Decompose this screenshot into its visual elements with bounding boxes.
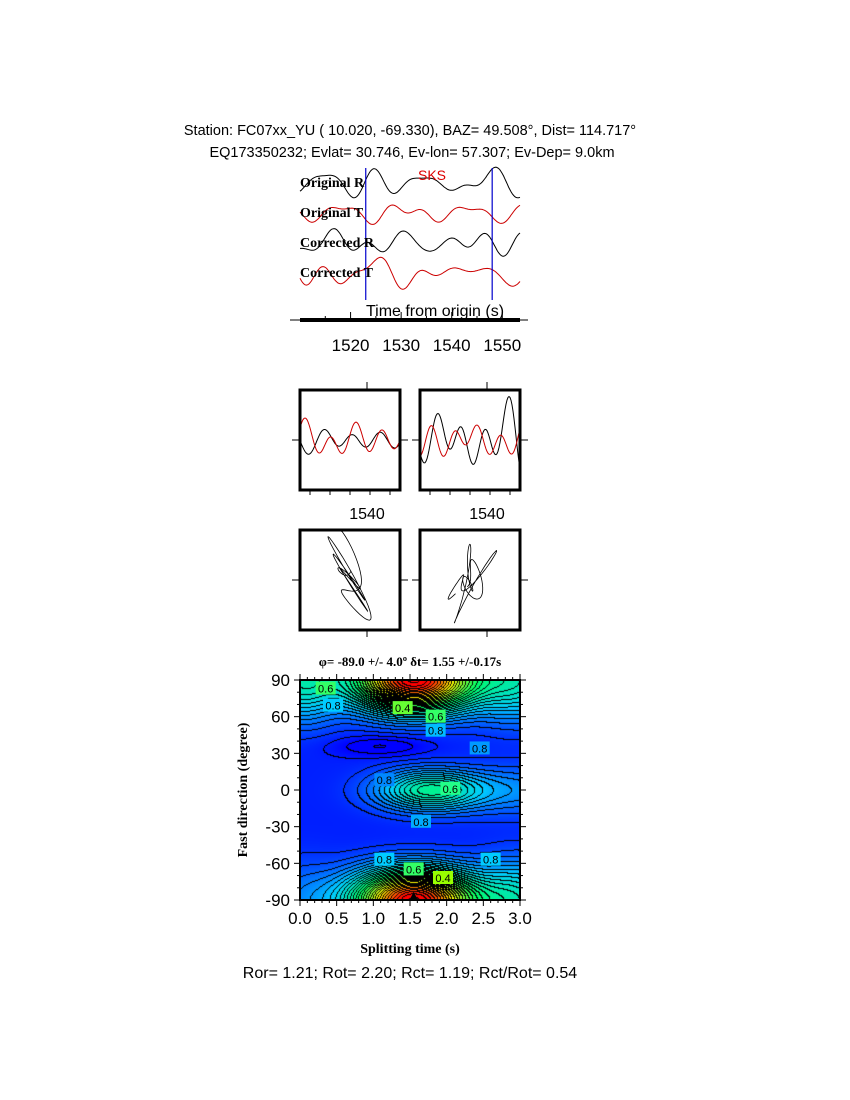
phase-label-sks: SKS: [418, 167, 446, 183]
waveform-tick-label: 1520: [332, 336, 370, 355]
contour-ylabel: Fast direction (degree): [236, 722, 251, 857]
overlay-tick-label-right: 1540: [469, 506, 505, 523]
ratios-footer: Ror= 1.21; Rot= 2.20; Rct= 1.19; Rct/Rot…: [243, 965, 578, 982]
contour-label: 0.6: [425, 709, 446, 724]
contour-label-box: [425, 709, 446, 723]
waveform-tick-label: 1540: [433, 336, 471, 355]
best-fit-marker: [409, 891, 418, 900]
contour-label-text: 0.8: [428, 726, 443, 738]
contour-label: 0.8: [480, 852, 501, 867]
waveform-tick-label: 1550: [483, 336, 521, 355]
contour-label: 0.6: [315, 681, 336, 696]
contour-label-text: 0.6: [318, 684, 333, 696]
x-tick-label: 0.5: [325, 909, 349, 928]
contour-label: 0.8: [323, 698, 343, 713]
particle-motion-corrected: [412, 528, 528, 637]
contour-label-text: 0.8: [377, 775, 392, 787]
contour-label-box: [440, 781, 461, 795]
contour-label: 0.8: [374, 852, 395, 867]
slow-trace: [419, 424, 521, 457]
waveform-tick-label: 1530: [382, 336, 420, 355]
contour-label: 0.8: [425, 723, 446, 738]
contour-label-box: [374, 773, 395, 787]
contour-label: 0.6: [440, 781, 461, 796]
header-station-line: Station: FC07xx_YU ( 10.020, -69.330), B…: [184, 123, 636, 139]
contour-label-text: 0.8: [377, 855, 392, 867]
contour-label: 0.4: [392, 701, 413, 715]
contour-label-box: [425, 723, 446, 737]
contour-label-text: 0.6: [406, 864, 421, 876]
header-event-line: EQ173350232; Evlat= 30.746, Ev-lon= 57.3…: [209, 145, 614, 161]
overlay-frame: [418, 388, 522, 492]
contour-label-box: [433, 871, 453, 884]
trace-corrected-t: [299, 256, 521, 290]
trace-label-original-t: Original T: [300, 206, 364, 221]
trace-original-r: [299, 166, 521, 199]
overlay-panel-corrected: [412, 382, 528, 495]
contour-label-text: 0.4: [435, 873, 450, 885]
x-tick-label: 1.5: [398, 909, 422, 928]
contour-label-box: [392, 701, 413, 715]
contour-label: 0.8: [374, 773, 395, 787]
fast-trace: [419, 395, 521, 470]
trace-original-t: [299, 204, 521, 225]
contour-label-text: 0.8: [325, 701, 340, 713]
slow-trace: [299, 417, 401, 455]
y-tick-label: 30: [271, 744, 290, 763]
contour-axes: 0.0 0.5 1.0 1.5 2.0 2.5 3.0 90 60 30 0 -30 -60 -90: [265, 671, 531, 928]
contour-label: 0.8: [469, 741, 490, 755]
overlay-panels: [292, 382, 528, 495]
contour-xlabel: Splitting time (s): [360, 942, 460, 957]
x-tick-label: 2.0: [435, 909, 459, 928]
contour-label-box: [480, 852, 501, 866]
contour-label: 0.8: [411, 814, 431, 829]
contour-label-text: 0.8: [413, 817, 428, 829]
contour-label: 0.6: [403, 862, 424, 876]
contour-label: 0.4: [433, 871, 453, 885]
contour-label-text: 0.4: [395, 703, 410, 715]
particle-motion-path: [447, 543, 497, 624]
trace-label-original-r: Original R: [300, 176, 365, 191]
y-tick-label: 0: [281, 781, 290, 800]
particle-motion-path: [327, 529, 372, 621]
waveform-panel: [299, 166, 521, 300]
contour-label-box: [411, 814, 431, 828]
trace-label-corrected-r: Corrected R: [300, 236, 375, 251]
waveform-x-axis: 1520 1530 1540 1550: [290, 312, 528, 355]
contour-labels: 0.4 0.6 0.8 0.8 0.8 0.6 0.8 0.8 0.8 0.6 0.4 0.6 0.8: [315, 681, 501, 885]
y-tick-label: -90: [265, 891, 290, 910]
x-tick-label: 0.0: [288, 909, 312, 928]
x-tick-label: 1.0: [362, 909, 386, 928]
trace-corrected-r: [300, 228, 521, 257]
y-tick-label: 90: [271, 671, 290, 690]
x-tick-label: 2.5: [472, 909, 496, 928]
overlay-frame: [298, 388, 402, 492]
contour-label-text: 0.6: [443, 784, 458, 796]
contour-label-box: [315, 681, 336, 695]
y-tick-label: -60: [265, 854, 290, 873]
contour-label-box: [323, 698, 343, 712]
contour-label-box: [403, 862, 424, 876]
overlay-tick-label-left: 1540: [349, 506, 385, 523]
contour-label-text: 0.6: [428, 712, 443, 724]
y-tick-label: 60: [271, 708, 290, 727]
overlay-panel-original: [292, 382, 408, 495]
contour-label-text: 0.8: [483, 855, 498, 867]
contour-label-box: [469, 741, 490, 755]
trace-label-corrected-t: Corrected T: [300, 266, 374, 281]
particle-motion-original: [292, 528, 408, 637]
contour-label-box: [374, 852, 395, 866]
particle-motion-panels: [292, 528, 528, 637]
contour-label-text: 0.8: [472, 743, 487, 755]
y-tick-label: -30: [265, 818, 290, 837]
x-tick-label: 3.0: [508, 909, 532, 928]
splitting-result-title: φ= -89.0 +/- 4.0º δt= 1.55 +/-0.17s: [319, 654, 501, 669]
waveform-xlabel: Time from origin (s): [366, 303, 504, 320]
